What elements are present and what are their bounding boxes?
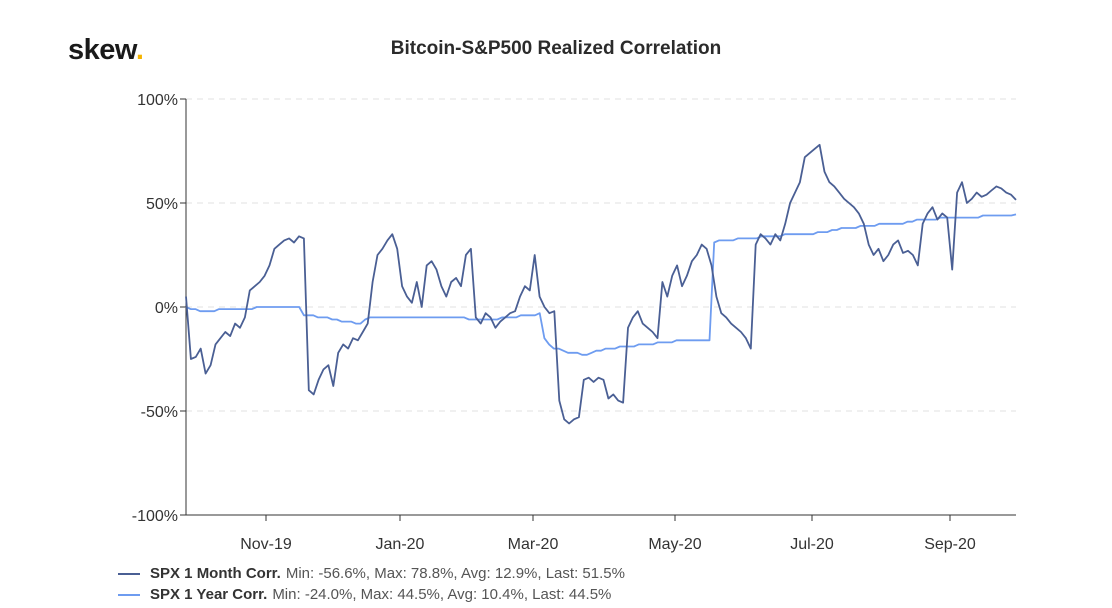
- legend-name-1y: SPX 1 Year Corr.: [150, 586, 268, 603]
- logo-dot: .: [135, 34, 144, 66]
- x-tick-label: Sep-20: [924, 536, 976, 553]
- x-tick-label: Mar-20: [508, 536, 559, 553]
- y-tick-label: 100%: [137, 92, 178, 109]
- legend-stats-1m: Min: -56.6%, Max: 78.8%, Avg: 12.9%, Las…: [285, 565, 625, 582]
- x-tick-label: Nov-19: [240, 536, 292, 553]
- legend: SPX 1 Month Corr. Min: -56.6%, Max: 78.8…: [118, 563, 625, 605]
- legend-item-1m[interactable]: SPX 1 Month Corr. Min: -56.6%, Max: 78.8…: [118, 563, 625, 584]
- legend-stats-1y: Min: -24.0%, Max: 44.5%, Avg: 10.4%, Las…: [272, 586, 612, 603]
- series-lines: [185, 143, 1017, 425]
- x-tick-label: May-20: [648, 536, 701, 553]
- skew-logo: skew.: [68, 34, 144, 67]
- y-tick-label: -50%: [141, 404, 178, 421]
- logo-text: skew: [68, 34, 136, 66]
- series-line-1y: [185, 213, 1017, 356]
- y-tick-label: 0%: [155, 300, 178, 317]
- x-tick-label: Jul-20: [790, 536, 834, 553]
- y-tick-label: -100%: [132, 508, 178, 525]
- legend-name-1m: SPX 1 Month Corr.: [150, 565, 281, 582]
- y-tick-labels: 100% 50% 0% -50% -100%: [132, 92, 178, 525]
- x-tick-label: Jan-20: [376, 536, 425, 553]
- legend-item-1y[interactable]: SPX 1 Year Corr. Min: -24.0%, Max: 44.5%…: [118, 584, 625, 605]
- y-tick-label: 50%: [146, 196, 178, 213]
- series-line-1m: [185, 143, 1017, 425]
- x-tick-labels: Nov-19 Jan-20 Mar-20 May-20 Jul-20 Sep-20: [240, 536, 976, 553]
- chart-title: Bitcoin-S&P500 Realized Correlation: [390, 38, 722, 59]
- grid-lines: [186, 98, 1016, 412]
- legend-swatch-1y: [118, 593, 140, 596]
- legend-swatch-1m: [118, 572, 140, 575]
